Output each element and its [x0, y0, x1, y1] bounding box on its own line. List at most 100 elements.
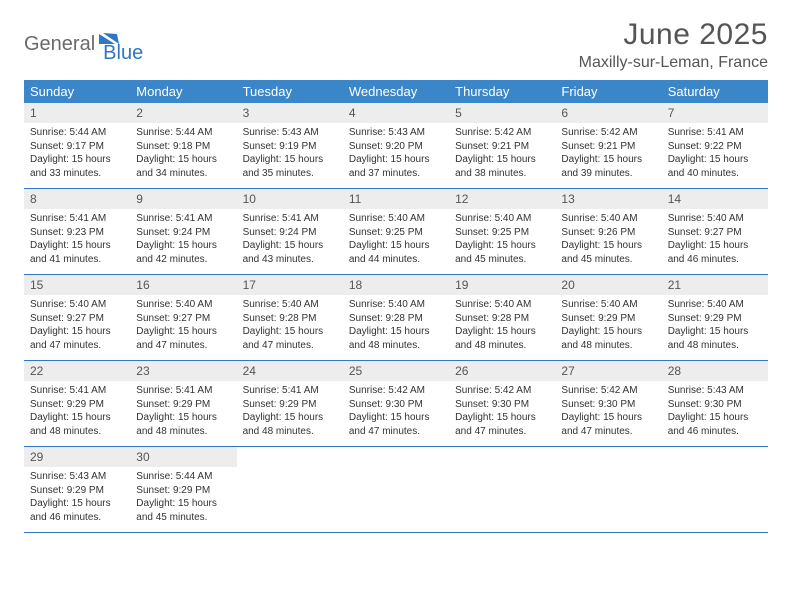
- weekday-header: Friday: [555, 80, 661, 103]
- weekday-header: Saturday: [662, 80, 768, 103]
- calendar-day-cell: [662, 447, 768, 533]
- sunset-line: Sunset: 9:29 PM: [136, 398, 230, 412]
- day-number: 27: [555, 361, 661, 381]
- daylight-line-2: and 46 minutes.: [668, 253, 762, 267]
- day-number: 6: [555, 103, 661, 123]
- daylight-line-2: and 37 minutes.: [349, 167, 443, 181]
- calendar-day-cell: 11Sunrise: 5:40 AMSunset: 9:25 PMDayligh…: [343, 189, 449, 275]
- sunrise-line: Sunrise: 5:44 AM: [136, 470, 230, 484]
- day-body: Sunrise: 5:42 AMSunset: 9:21 PMDaylight:…: [555, 123, 661, 188]
- daylight-line-1: Daylight: 15 hours: [30, 239, 124, 253]
- calendar-week-row: 29Sunrise: 5:43 AMSunset: 9:29 PMDayligh…: [24, 447, 768, 533]
- calendar-day-cell: 30Sunrise: 5:44 AMSunset: 9:29 PMDayligh…: [130, 447, 236, 533]
- calendar-day-cell: 10Sunrise: 5:41 AMSunset: 9:24 PMDayligh…: [237, 189, 343, 275]
- calendar-day-cell: 20Sunrise: 5:40 AMSunset: 9:29 PMDayligh…: [555, 275, 661, 361]
- daylight-line-1: Daylight: 15 hours: [561, 153, 655, 167]
- daylight-line-1: Daylight: 15 hours: [455, 153, 549, 167]
- sunrise-line: Sunrise: 5:41 AM: [668, 126, 762, 140]
- daylight-line-1: Daylight: 15 hours: [30, 325, 124, 339]
- calendar-week-row: 1Sunrise: 5:44 AMSunset: 9:17 PMDaylight…: [24, 103, 768, 189]
- day-body: Sunrise: 5:41 AMSunset: 9:29 PMDaylight:…: [237, 381, 343, 446]
- calendar-day-cell: 27Sunrise: 5:42 AMSunset: 9:30 PMDayligh…: [555, 361, 661, 447]
- calendar-day-cell: 16Sunrise: 5:40 AMSunset: 9:27 PMDayligh…: [130, 275, 236, 361]
- day-body: Sunrise: 5:40 AMSunset: 9:28 PMDaylight:…: [449, 295, 555, 360]
- day-body: Sunrise: 5:40 AMSunset: 9:26 PMDaylight:…: [555, 209, 661, 274]
- day-number: 17: [237, 275, 343, 295]
- sunrise-line: Sunrise: 5:43 AM: [243, 126, 337, 140]
- calendar-day-cell: 18Sunrise: 5:40 AMSunset: 9:28 PMDayligh…: [343, 275, 449, 361]
- sunrise-line: Sunrise: 5:42 AM: [455, 384, 549, 398]
- sunset-line: Sunset: 9:29 PM: [561, 312, 655, 326]
- day-body: Sunrise: 5:43 AMSunset: 9:29 PMDaylight:…: [24, 467, 130, 532]
- sunrise-line: Sunrise: 5:42 AM: [349, 384, 443, 398]
- day-body: Sunrise: 5:40 AMSunset: 9:27 PMDaylight:…: [662, 209, 768, 274]
- sunset-line: Sunset: 9:19 PM: [243, 140, 337, 154]
- calendar-day-cell: [555, 447, 661, 533]
- daylight-line-1: Daylight: 15 hours: [243, 325, 337, 339]
- sunrise-line: Sunrise: 5:40 AM: [668, 212, 762, 226]
- day-number: 2: [130, 103, 236, 123]
- day-body: Sunrise: 5:40 AMSunset: 9:27 PMDaylight:…: [24, 295, 130, 360]
- day-number: 20: [555, 275, 661, 295]
- daylight-line-2: and 42 minutes.: [136, 253, 230, 267]
- daylight-line-2: and 47 minutes.: [561, 425, 655, 439]
- day-body: Sunrise: 5:41 AMSunset: 9:24 PMDaylight:…: [130, 209, 236, 274]
- day-number: 15: [24, 275, 130, 295]
- day-number: 5: [449, 103, 555, 123]
- sunrise-line: Sunrise: 5:43 AM: [349, 126, 443, 140]
- calendar-header-row: SundayMondayTuesdayWednesdayThursdayFrid…: [24, 80, 768, 103]
- sunset-line: Sunset: 9:22 PM: [668, 140, 762, 154]
- calendar-day-cell: 12Sunrise: 5:40 AMSunset: 9:25 PMDayligh…: [449, 189, 555, 275]
- page-header: General Blue June 2025 Maxilly-sur-Leman…: [24, 18, 768, 72]
- daylight-line-1: Daylight: 15 hours: [455, 325, 549, 339]
- day-body: Sunrise: 5:42 AMSunset: 9:30 PMDaylight:…: [555, 381, 661, 446]
- sunset-line: Sunset: 9:20 PM: [349, 140, 443, 154]
- day-number: 23: [130, 361, 236, 381]
- daylight-line-2: and 43 minutes.: [243, 253, 337, 267]
- sunset-line: Sunset: 9:23 PM: [30, 226, 124, 240]
- day-body: Sunrise: 5:40 AMSunset: 9:28 PMDaylight:…: [237, 295, 343, 360]
- sunset-line: Sunset: 9:29 PM: [136, 484, 230, 498]
- sunset-line: Sunset: 9:30 PM: [561, 398, 655, 412]
- daylight-line-1: Daylight: 15 hours: [349, 411, 443, 425]
- sunset-line: Sunset: 9:17 PM: [30, 140, 124, 154]
- day-number: 25: [343, 361, 449, 381]
- calendar-day-cell: 8Sunrise: 5:41 AMSunset: 9:23 PMDaylight…: [24, 189, 130, 275]
- daylight-line-2: and 48 minutes.: [668, 339, 762, 353]
- calendar-day-cell: 26Sunrise: 5:42 AMSunset: 9:30 PMDayligh…: [449, 361, 555, 447]
- daylight-line-2: and 38 minutes.: [455, 167, 549, 181]
- sunrise-line: Sunrise: 5:43 AM: [30, 470, 124, 484]
- day-body: Sunrise: 5:40 AMSunset: 9:29 PMDaylight:…: [662, 295, 768, 360]
- sunset-line: Sunset: 9:29 PM: [30, 484, 124, 498]
- day-body: Sunrise: 5:44 AMSunset: 9:18 PMDaylight:…: [130, 123, 236, 188]
- daylight-line-1: Daylight: 15 hours: [136, 497, 230, 511]
- daylight-line-1: Daylight: 15 hours: [561, 411, 655, 425]
- daylight-line-1: Daylight: 15 hours: [136, 411, 230, 425]
- daylight-line-1: Daylight: 15 hours: [243, 411, 337, 425]
- calendar-day-cell: 21Sunrise: 5:40 AMSunset: 9:29 PMDayligh…: [662, 275, 768, 361]
- sunset-line: Sunset: 9:29 PM: [30, 398, 124, 412]
- daylight-line-2: and 47 minutes.: [349, 425, 443, 439]
- day-number: 28: [662, 361, 768, 381]
- day-body: Sunrise: 5:43 AMSunset: 9:20 PMDaylight:…: [343, 123, 449, 188]
- calendar-day-cell: 9Sunrise: 5:41 AMSunset: 9:24 PMDaylight…: [130, 189, 236, 275]
- daylight-line-1: Daylight: 15 hours: [30, 153, 124, 167]
- calendar-table: SundayMondayTuesdayWednesdayThursdayFrid…: [24, 80, 768, 533]
- daylight-line-2: and 44 minutes.: [349, 253, 443, 267]
- day-body: Sunrise: 5:43 AMSunset: 9:19 PMDaylight:…: [237, 123, 343, 188]
- calendar-day-cell: 14Sunrise: 5:40 AMSunset: 9:27 PMDayligh…: [662, 189, 768, 275]
- calendar-day-cell: 25Sunrise: 5:42 AMSunset: 9:30 PMDayligh…: [343, 361, 449, 447]
- weekday-header: Tuesday: [237, 80, 343, 103]
- daylight-line-2: and 35 minutes.: [243, 167, 337, 181]
- logo: General Blue: [24, 18, 143, 65]
- sunset-line: Sunset: 9:25 PM: [455, 226, 549, 240]
- daylight-line-2: and 45 minutes.: [561, 253, 655, 267]
- daylight-line-2: and 34 minutes.: [136, 167, 230, 181]
- day-body: Sunrise: 5:42 AMSunset: 9:30 PMDaylight:…: [449, 381, 555, 446]
- sunrise-line: Sunrise: 5:44 AM: [30, 126, 124, 140]
- day-number: 26: [449, 361, 555, 381]
- day-body: Sunrise: 5:40 AMSunset: 9:25 PMDaylight:…: [343, 209, 449, 274]
- title-block: June 2025 Maxilly-sur-Leman, France: [579, 18, 768, 72]
- calendar-day-cell: 17Sunrise: 5:40 AMSunset: 9:28 PMDayligh…: [237, 275, 343, 361]
- calendar-day-cell: 24Sunrise: 5:41 AMSunset: 9:29 PMDayligh…: [237, 361, 343, 447]
